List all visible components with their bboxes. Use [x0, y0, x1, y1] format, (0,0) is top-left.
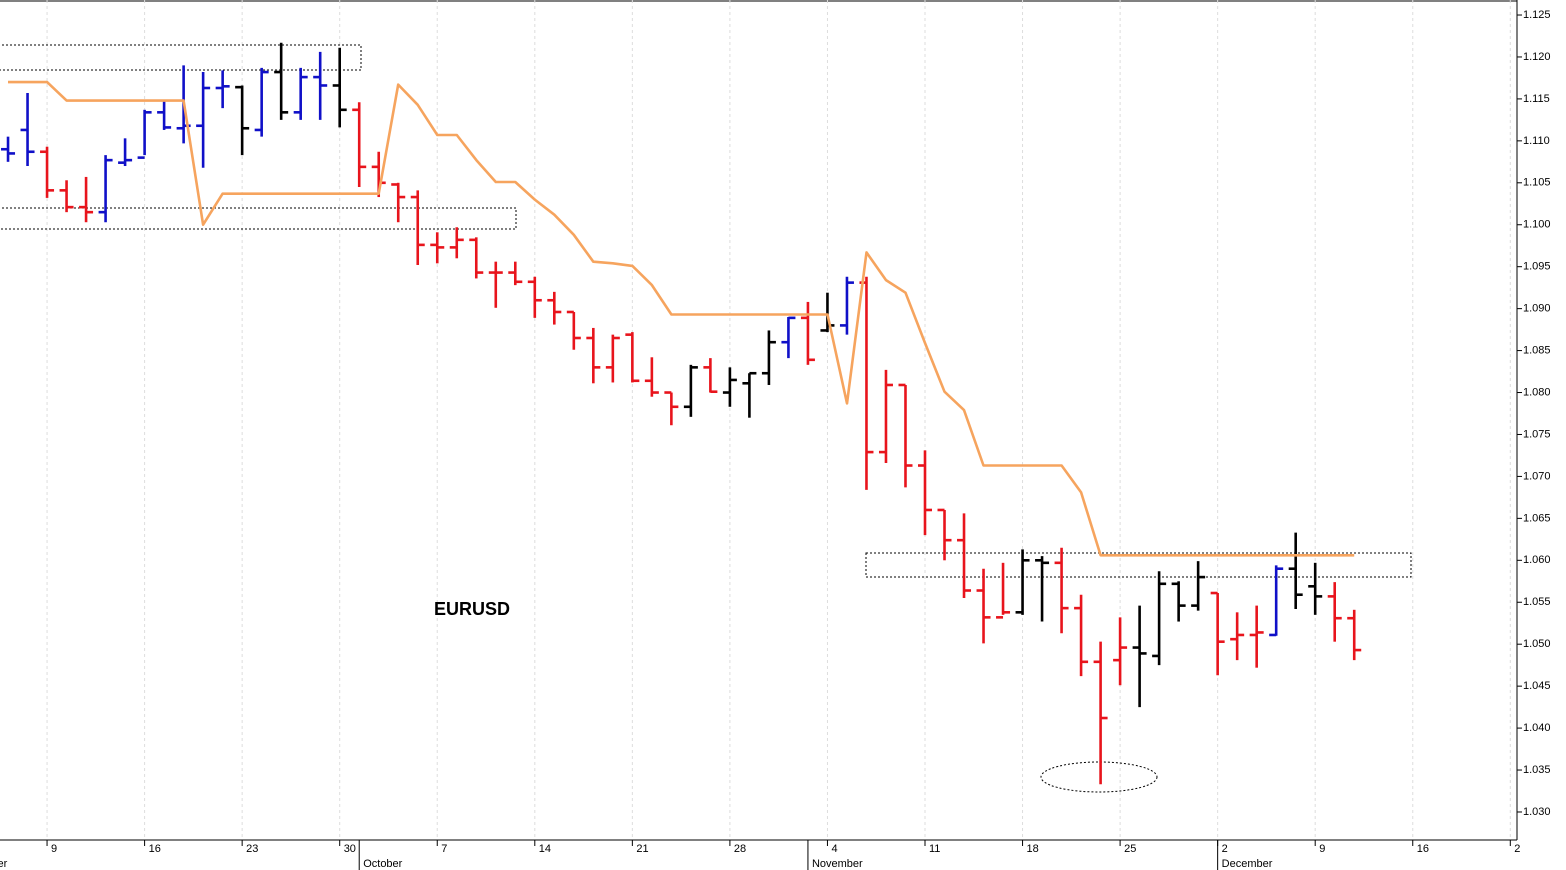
y-tick-label: 1.070 — [1523, 470, 1551, 482]
y-tick-label: 1.065 — [1523, 512, 1551, 524]
range-box — [0, 207, 517, 230]
month-label: November — [812, 858, 863, 870]
symbol-label: EURUSD — [434, 599, 510, 619]
y-tick-label: 1.120 — [1523, 51, 1551, 63]
x-tick-label: 9 — [1319, 843, 1325, 855]
y-tick-label: 1.090 — [1523, 303, 1551, 315]
y-tick-label: 1.100 — [1523, 219, 1551, 231]
annotations — [0, 44, 1412, 793]
y-tick-label: 1.055 — [1523, 596, 1551, 608]
y-tick-label: 1.125 — [1523, 9, 1551, 21]
low-ellipse — [1040, 761, 1158, 793]
x-tick-label: 16 — [149, 843, 161, 855]
x-tick-label: 4 — [831, 843, 837, 855]
y-tick-label: 1.040 — [1523, 722, 1551, 734]
x-tick-label: 11 — [929, 843, 940, 855]
y-tick-label: 1.045 — [1523, 680, 1551, 692]
x-tick-label: 2 — [1514, 843, 1520, 855]
y-tick-label: 1.060 — [1523, 554, 1551, 566]
x-tick-label: 21 — [636, 843, 648, 855]
month-label: September — [0, 858, 8, 870]
y-tick-label: 1.075 — [1523, 428, 1551, 440]
x-tick-label: 16 — [1417, 843, 1429, 855]
y-tick-label: 1.080 — [1523, 386, 1551, 398]
y-tick-label: 1.050 — [1523, 638, 1551, 650]
y-tick-label: 1.035 — [1523, 764, 1551, 776]
x-tick-label: 14 — [539, 843, 551, 855]
month-label: October — [363, 858, 402, 870]
trailing-line — [8, 80, 1355, 557]
y-tick-label: 1.030 — [1523, 806, 1551, 818]
x-tick-label: 28 — [734, 843, 746, 855]
marks — [1, 42, 1362, 785]
range-box — [865, 552, 1412, 578]
x-tick-label: 7 — [441, 843, 447, 855]
y-tick-label: 1.105 — [1523, 177, 1551, 189]
x-tick-label: 2 — [1222, 843, 1228, 855]
x-tick-label: 23 — [246, 843, 258, 855]
x-tick-label: 9 — [51, 843, 57, 855]
x-tick-label: 18 — [1027, 843, 1039, 855]
y-tick-label: 1.115 — [1523, 93, 1550, 105]
range-box — [0, 44, 362, 71]
y-tick-label: 1.095 — [1523, 261, 1551, 273]
x-tick-label: 30 — [344, 843, 356, 855]
y-tick-label: 1.085 — [1523, 344, 1551, 356]
month-label: December — [1222, 858, 1273, 870]
x-tick-label: 25 — [1124, 843, 1136, 855]
y-tick-label: 1.110 — [1523, 135, 1550, 147]
